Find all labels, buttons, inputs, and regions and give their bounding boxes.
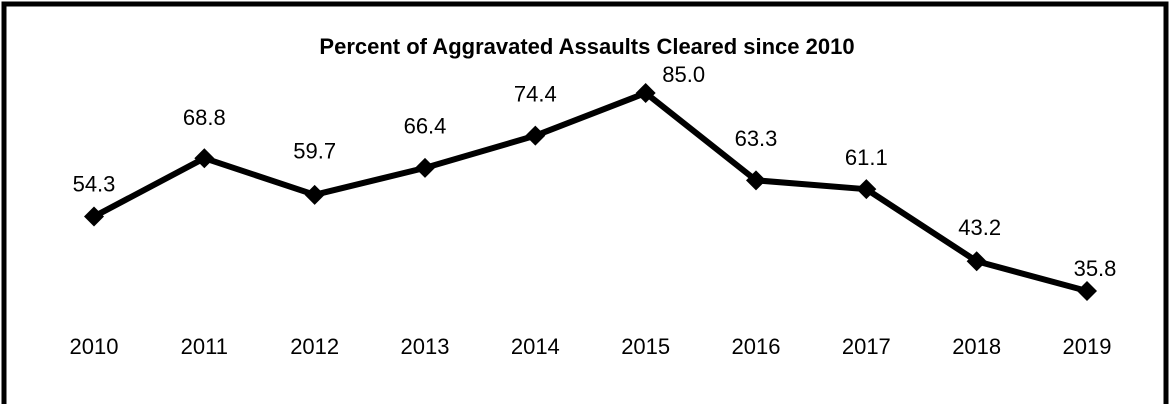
x-tick-label: 2012 (290, 334, 339, 359)
x-tick-label: 2015 (621, 334, 670, 359)
x-tick-label: 2014 (511, 334, 560, 359)
marker (194, 148, 215, 169)
data-label: 68.8 (183, 105, 226, 130)
x-tick-label: 2013 (401, 334, 450, 359)
data-label: 66.4 (404, 114, 447, 139)
data-label: 43.2 (958, 215, 1001, 240)
marker (84, 206, 104, 227)
data-label: 74.4 (514, 81, 557, 106)
data-label: 63.3 (735, 126, 778, 151)
x-tick-label: 2016 (732, 334, 781, 359)
x-tick-label: 2018 (952, 334, 1001, 359)
marker (635, 83, 656, 103)
marker (304, 184, 325, 205)
marker (856, 179, 877, 200)
x-tick-label: 2019 (1063, 334, 1112, 359)
x-tick-label: 2017 (842, 334, 891, 359)
data-label: 35.8 (1074, 256, 1117, 281)
data-label: 59.7 (293, 139, 336, 164)
marker (746, 170, 766, 191)
line (92, 90, 1088, 294)
data-label: 54.3 (73, 171, 116, 196)
chart-title: Percent of Aggravated Assaults Cleared s… (319, 34, 854, 59)
marker (1077, 281, 1097, 301)
x-tick-label: 2011 (181, 334, 228, 359)
data-label: 85.0 (662, 62, 705, 87)
data-label: 61.1 (845, 145, 888, 170)
marker (525, 125, 546, 146)
marker (415, 157, 435, 178)
x-tick-label: 2010 (70, 334, 119, 359)
marker (966, 251, 987, 272)
